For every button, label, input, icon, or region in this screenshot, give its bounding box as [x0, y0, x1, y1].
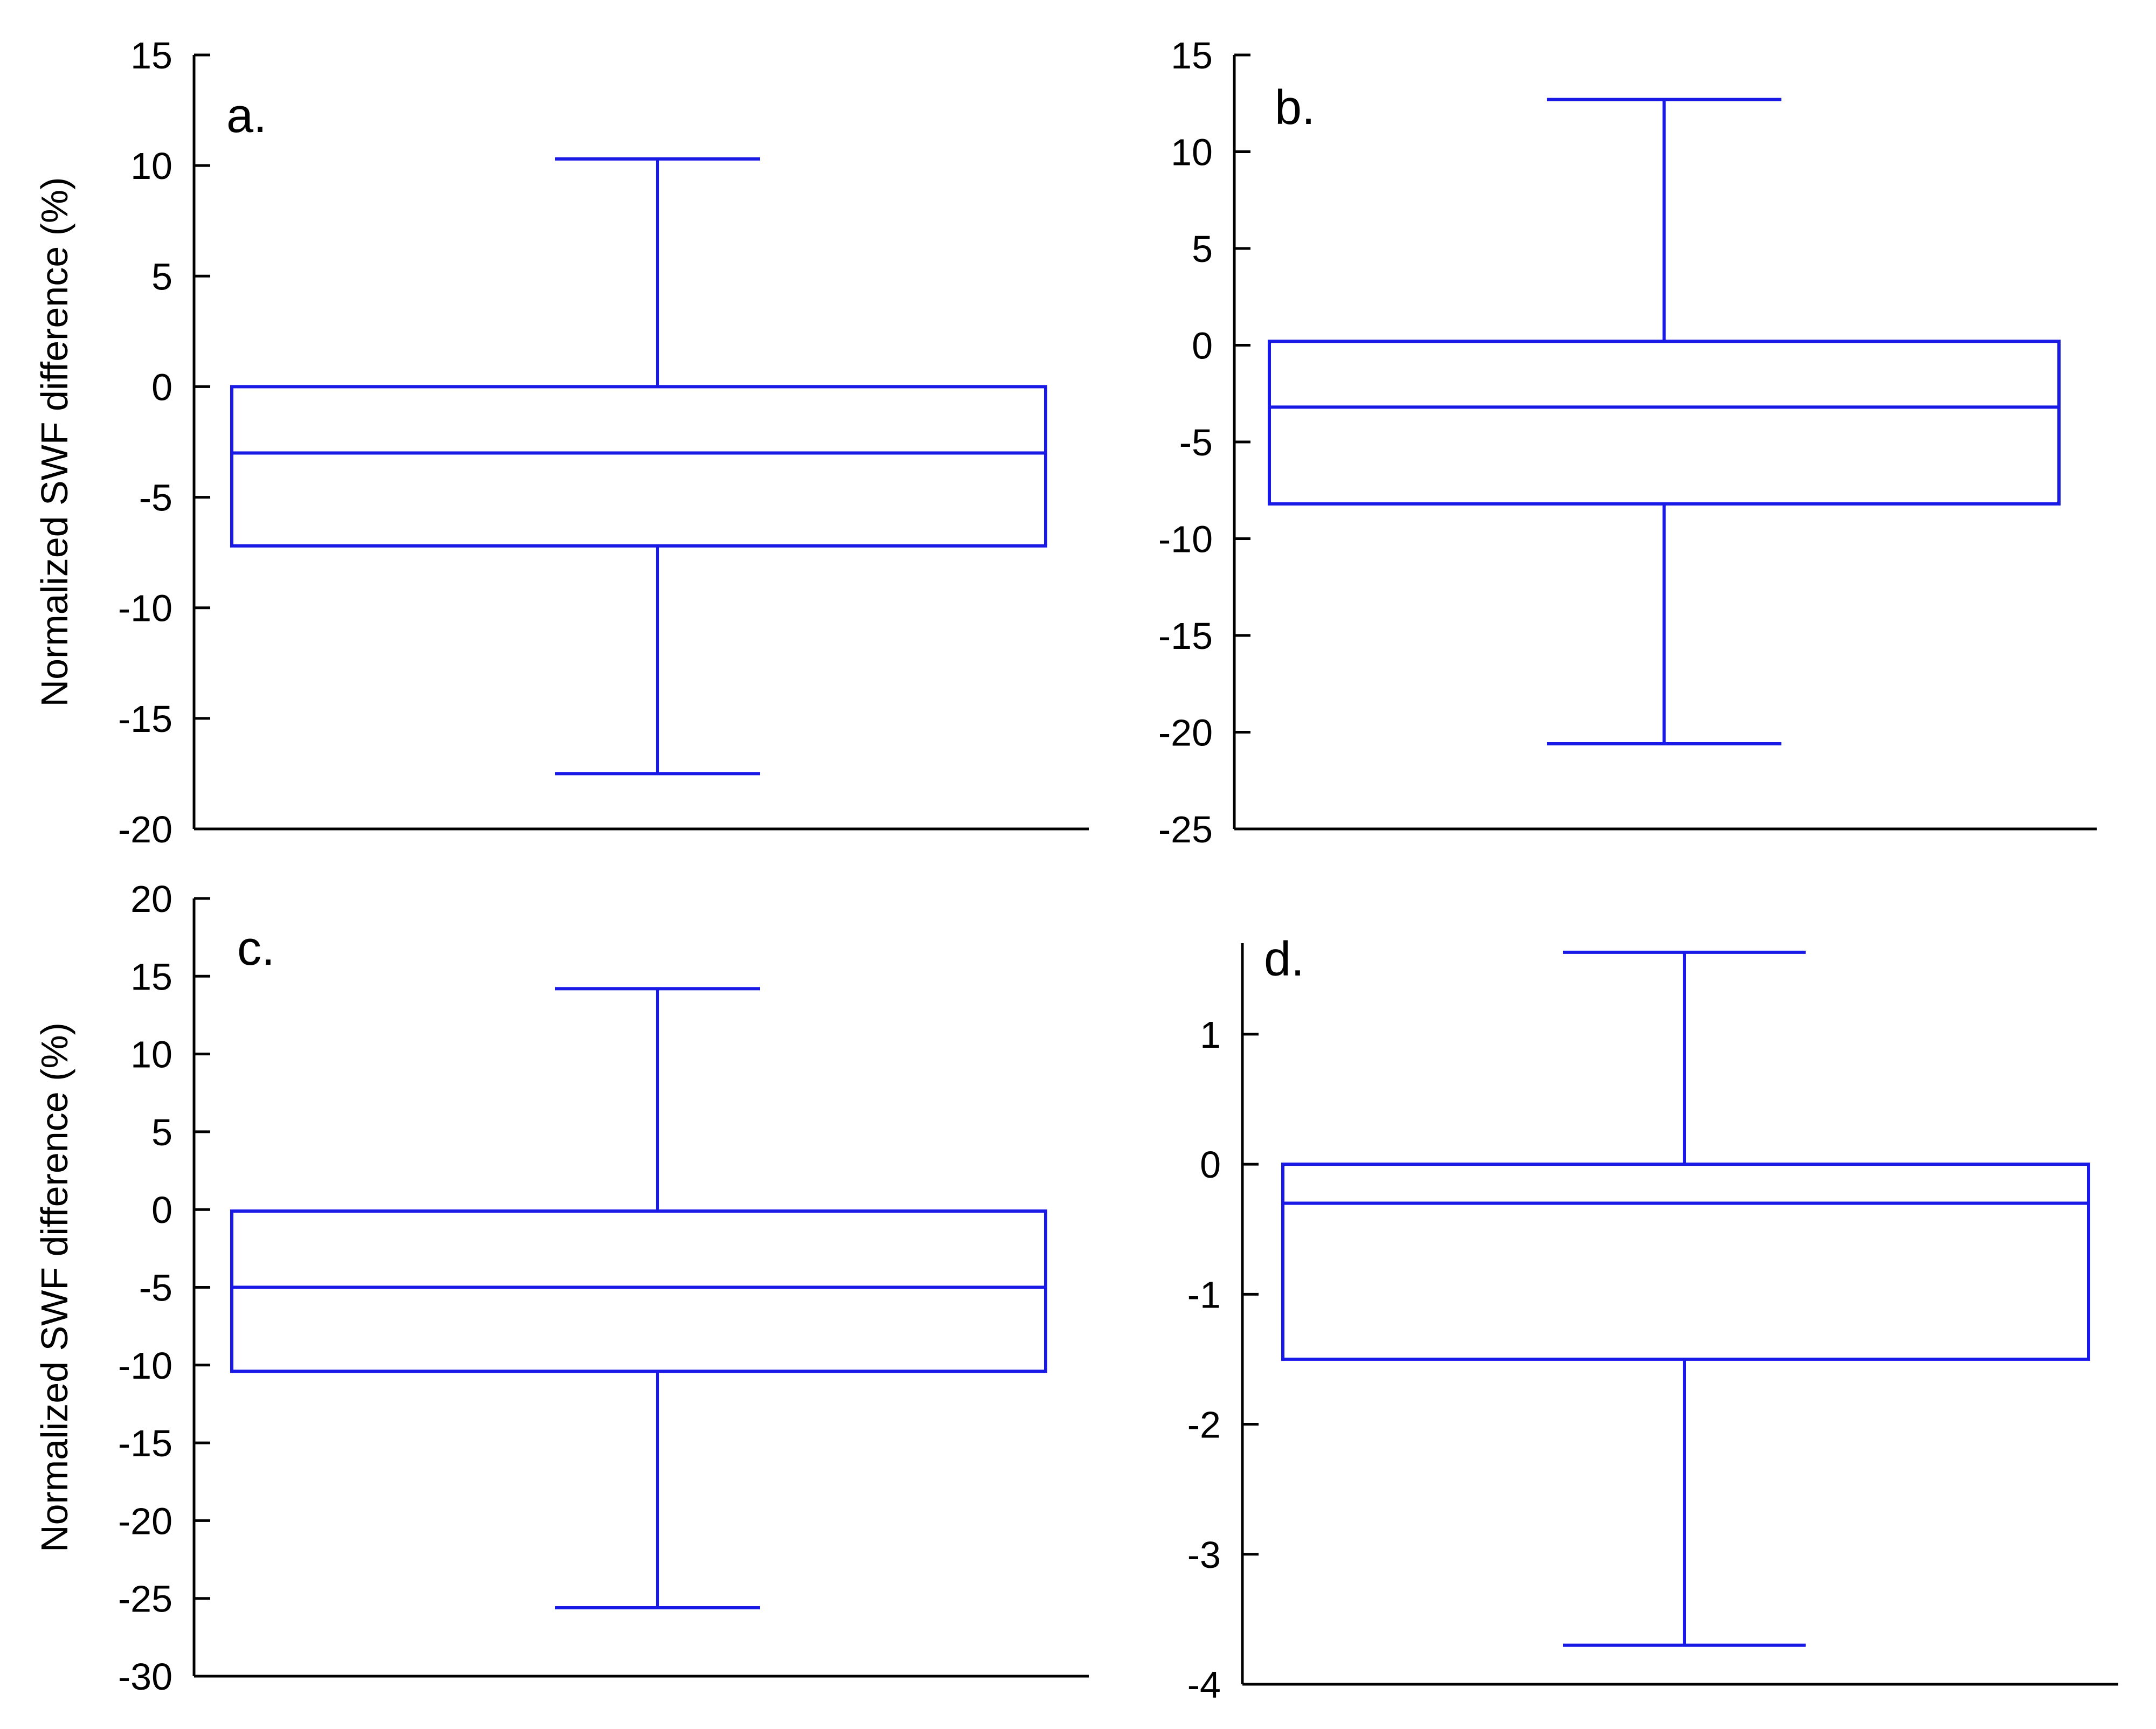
y-tick-label: 10	[130, 1034, 172, 1076]
y-tick-label: -1	[1187, 1274, 1221, 1316]
panel-d: -4 -3 -2 -1 0 1 d.	[1187, 932, 2118, 1706]
iqr-box	[230, 385, 1047, 548]
y-tick-label: -10	[1158, 518, 1213, 561]
y-tick-label: -30	[118, 1656, 172, 1698]
y-tick-label: -3	[1187, 1534, 1221, 1576]
y-tick-label: -4	[1187, 1664, 1221, 1706]
y-tick-label: 0	[151, 366, 172, 408]
panel-label: c.	[237, 922, 275, 976]
y-axis-title: Normalized SWF difference (%)	[33, 1022, 75, 1552]
y-axis-title: Normalized SWF difference (%)	[33, 177, 75, 707]
panel-a: -20 -15 -10 -5 0 5 10 15 a. Normalized SWF differ…	[33, 34, 1089, 850]
iqr-box	[1281, 1163, 2090, 1361]
y-tick-label: -25	[118, 1578, 172, 1620]
y-tick-label: -2	[1187, 1404, 1221, 1446]
y-tick-label: -25	[1158, 808, 1213, 850]
y-tick-label: 10	[130, 145, 172, 187]
iqr-box	[230, 1209, 1047, 1373]
y-tick-label: 5	[151, 255, 172, 298]
y-tick-label: -5	[139, 1267, 172, 1309]
y-tick-label: -15	[118, 698, 172, 740]
panel-label: a.	[226, 89, 267, 143]
panel-b: -25 -20 -15 -10 -5 0 5 10 15 b.	[1158, 34, 2097, 850]
y-tick-label: 0	[151, 1189, 172, 1231]
panel-label: b.	[1275, 81, 1315, 135]
y-tick-label: 0	[1192, 325, 1213, 367]
y-tick-label: 1	[1200, 1014, 1221, 1056]
panel-label: d.	[1264, 932, 1304, 986]
y-tick-label: 0	[1200, 1144, 1221, 1186]
panel-c: -30 -25 -20 -15 -10 -5 0 5 10 15 20 c. Normalized SW…	[33, 878, 1089, 1698]
y-tick-label: 15	[1171, 34, 1213, 77]
y-tick-label: 5	[151, 1111, 172, 1153]
y-tick-label: 15	[130, 34, 172, 77]
y-tick-label: 15	[130, 956, 172, 998]
y-tick-label: 20	[130, 878, 172, 920]
y-tick-label: -10	[118, 1345, 172, 1387]
y-tick-label: 10	[1171, 132, 1213, 174]
y-tick-label: -5	[1179, 421, 1213, 464]
y-tick-label: -20	[1158, 712, 1213, 754]
y-tick-label: -5	[139, 477, 172, 519]
iqr-box	[1268, 340, 2061, 506]
y-tick-label: 5	[1192, 228, 1213, 270]
y-tick-label: -20	[118, 1500, 172, 1542]
y-tick-label: -15	[118, 1422, 172, 1464]
y-tick-label: -15	[1158, 615, 1213, 657]
y-tick-label: -20	[118, 808, 172, 850]
y-tick-label: -10	[118, 587, 172, 630]
